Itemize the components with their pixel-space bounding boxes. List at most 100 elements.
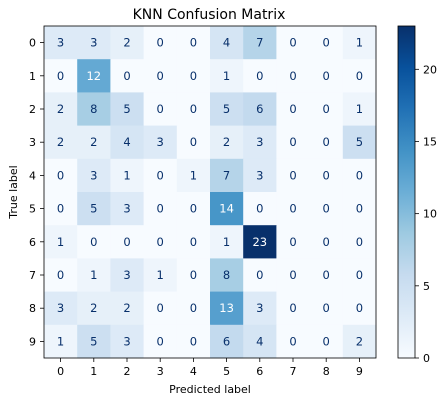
heatmap-cell-0-2 xyxy=(110,26,144,60)
colorbar xyxy=(397,25,416,359)
heatmap-cell-2-3 xyxy=(143,92,178,126)
heatmap-cell-7-5 xyxy=(210,258,244,292)
cell-value-label-7-9: 0 xyxy=(356,268,363,282)
heatmap-cell-8-7 xyxy=(276,291,310,326)
heatmap-cell-5-5 xyxy=(210,192,244,226)
cell-value-label-7-0: 0 xyxy=(57,268,64,282)
cell-value-label-7-5: 8 xyxy=(223,268,230,282)
heatmap-cell-0-6 xyxy=(243,26,277,60)
cell-value-label-4-9: 0 xyxy=(356,168,363,182)
cell-value-label-3-6: 3 xyxy=(256,135,263,149)
x-axis-label: Predicted label xyxy=(169,383,251,396)
cell-value-label-2-9: 1 xyxy=(356,102,363,116)
heatmap-cell-0-1 xyxy=(77,26,111,60)
heatmap-cell-9-9 xyxy=(342,324,377,359)
heatmap-cell-6-8 xyxy=(309,225,344,259)
heatmap-cell-8-3 xyxy=(143,291,178,326)
heatmap-cell-3-7 xyxy=(276,125,310,160)
colorbar-ticks: 0 5 10 15 20 xyxy=(415,63,437,365)
cell-value-label-2-4: 0 xyxy=(190,102,197,116)
x-tick-label: 4 xyxy=(190,365,197,378)
cell-value-label-0-8: 0 xyxy=(323,36,330,50)
heatmap-cell-9-4 xyxy=(176,324,211,359)
heatmap-cell-5-2 xyxy=(110,192,144,226)
cell-value-label-6-2: 0 xyxy=(123,235,130,249)
cell-value-label-5-8: 0 xyxy=(323,202,330,216)
heatmap-cell-7-7 xyxy=(276,258,310,292)
heatmap-cell-1-7 xyxy=(276,59,310,93)
cell-value-label-4-3: 0 xyxy=(157,168,164,182)
cell-value-label-3-9: 5 xyxy=(356,135,363,149)
cell-value-label-5-6: 0 xyxy=(256,202,263,216)
heatmap-cell-1-2 xyxy=(110,59,144,93)
heatmap-cell-4-8 xyxy=(309,158,344,193)
heatmap-cell-1-8 xyxy=(309,59,344,93)
cell-value-label-5-3: 0 xyxy=(157,202,164,216)
heatmap-cell-5-1 xyxy=(77,192,111,226)
heatmap-cell-3-0 xyxy=(44,125,78,160)
cell-value-label-8-5: 13 xyxy=(219,301,234,315)
heatmap-cell-3-1 xyxy=(77,125,111,160)
heatmap-cell-7-9 xyxy=(342,258,377,292)
heatmap-cell-7-6 xyxy=(243,258,277,292)
heatmap-cell-2-4 xyxy=(176,92,211,126)
cell-value-label-9-5: 6 xyxy=(223,334,230,348)
cell-value-label-8-1: 2 xyxy=(90,301,97,315)
cell-value-label-6-1: 0 xyxy=(90,235,97,249)
cell-value-label-4-5: 7 xyxy=(223,168,230,182)
heatmap-cell-1-3 xyxy=(143,59,178,93)
cell-value-label-4-6: 3 xyxy=(256,168,263,182)
heatmap-cell-7-4 xyxy=(176,258,211,292)
cell-value-label-9-4: 0 xyxy=(190,334,197,348)
cell-value-label-2-3: 0 xyxy=(157,102,164,116)
y-tick-label: 1 xyxy=(29,70,36,83)
cell-value-label-7-8: 0 xyxy=(323,268,330,282)
y-tick-label: 5 xyxy=(29,203,36,216)
heatmap-cell-0-0 xyxy=(44,26,78,60)
heatmap-cell-4-7 xyxy=(276,158,310,193)
cell-value-label-1-7: 0 xyxy=(289,69,296,83)
cell-value-label-1-2: 0 xyxy=(123,69,130,83)
heatmap-cells xyxy=(44,26,377,359)
x-axis-ticks: 0 1 2 3 4 5 6 7 8 9 xyxy=(57,358,363,378)
cell-value-label-1-9: 0 xyxy=(356,69,363,83)
heatmap-cell-9-0 xyxy=(44,324,78,359)
heatmap-cell-9-3 xyxy=(143,324,178,359)
cell-value-label-8-8: 0 xyxy=(323,301,330,315)
y-tick-label: 4 xyxy=(29,169,36,182)
cell-value-label-3-3: 3 xyxy=(157,135,164,149)
x-tick-label: 9 xyxy=(356,365,363,378)
cell-value-label-4-4: 1 xyxy=(190,168,197,182)
heatmap-cell-4-1 xyxy=(77,158,111,193)
x-tick-label: 2 xyxy=(124,365,131,378)
colorbar-tick-label: 0 xyxy=(423,352,430,365)
heatmap-cell-9-7 xyxy=(276,324,310,359)
heatmap-cell-6-9 xyxy=(342,225,377,259)
cell-value-label-9-9: 2 xyxy=(356,334,363,348)
cell-value-label-8-3: 0 xyxy=(157,301,164,315)
cell-value-label-0-3: 0 xyxy=(157,36,164,50)
cell-value-label-9-8: 0 xyxy=(323,334,330,348)
cell-value-label-1-4: 0 xyxy=(190,69,197,83)
heatmap-cell-2-2 xyxy=(110,92,144,126)
cell-value-label-8-9: 0 xyxy=(356,301,363,315)
heatmap-cell-5-4 xyxy=(176,192,211,226)
x-tick-label: 6 xyxy=(256,365,263,378)
cell-value-label-0-6: 7 xyxy=(256,36,263,50)
heatmap-cell-3-9 xyxy=(342,125,377,160)
cell-value-label-1-5: 1 xyxy=(223,69,230,83)
x-tick-label: 0 xyxy=(57,365,64,378)
cell-value-label-0-4: 0 xyxy=(190,36,197,50)
heatmap-cell-0-4 xyxy=(176,26,211,60)
heatmap-cell-4-0 xyxy=(44,158,78,193)
heatmap-cell-8-2 xyxy=(110,291,144,326)
y-axis-label: True label xyxy=(7,165,20,219)
cell-value-label-3-2: 4 xyxy=(123,135,130,149)
heatmap-cell-0-3 xyxy=(143,26,178,60)
x-tick-label: 7 xyxy=(290,365,297,378)
heatmap-cell-5-3 xyxy=(143,192,178,226)
cell-value-label-9-0: 1 xyxy=(57,334,64,348)
heatmap-cell-6-6 xyxy=(243,225,277,259)
cell-value-label-0-7: 0 xyxy=(289,36,296,50)
